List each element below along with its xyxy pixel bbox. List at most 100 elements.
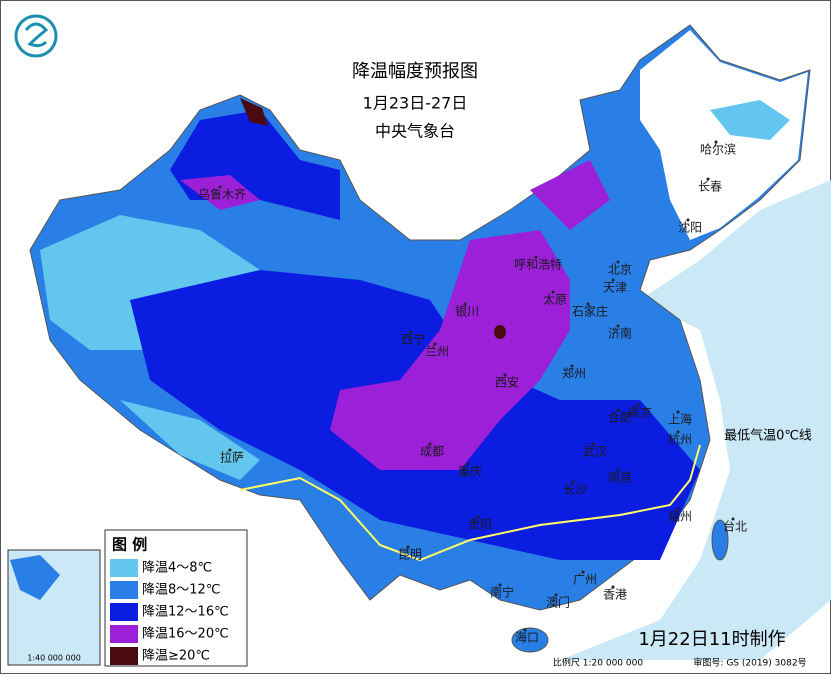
city-label: 长沙 [563,483,587,497]
city-dot [571,480,575,484]
city-dot [523,628,527,632]
island [711,519,729,561]
city-dot [551,290,555,294]
city-dot [676,430,680,434]
city-label: 杭州 [668,432,692,447]
city-dot [503,373,507,377]
city-label: 广州 [573,573,597,587]
city-label: 石家庄 [572,304,608,319]
legend-swatch [110,647,138,665]
made: 1月22日11时制作 [638,629,785,650]
city-dot [228,448,232,452]
city-label: 呼和浩特 [514,257,562,272]
issuer: 中央气象台 [375,122,455,141]
city-label: 上海 [668,412,692,427]
city-label: 拉萨 [220,450,244,465]
title: 降温幅度预报图 [352,61,478,82]
city-label: 北京 [608,263,632,277]
city-dot [706,177,710,181]
city-dot [676,410,680,414]
legend-label: 降温12～16℃ [142,605,229,620]
city-dot [611,278,615,282]
city-dot [611,585,615,589]
city-label: 昆明 [398,548,422,562]
legend-label: 降温16～20℃ [142,627,229,642]
annotation: 最低气温0℃线 [724,428,812,444]
city-dot [586,302,590,306]
sea [560,180,831,660]
region-purple [180,175,260,210]
city-label: 南宁 [490,585,514,600]
city-dot [476,515,480,519]
city-label: 乌鲁木齐 [198,187,246,202]
city-label: 银川 [455,305,479,319]
date: 1月23日-27日 [363,94,468,113]
legend-swatch [110,581,138,599]
city-dot [636,403,640,407]
inset-land [10,555,60,600]
city-label: 太原 [543,292,567,307]
city-dot [498,583,502,587]
region-none [640,30,808,240]
city-dot [534,255,538,259]
city-dot [676,507,680,511]
city-dot [616,324,620,328]
inset-scale: 1:40 000 000 [27,654,81,663]
city-label: 武汉 [583,445,607,459]
region-purple [530,160,610,230]
scale: 比例尺 1:20 000 000 [553,657,643,669]
city-label: 合肥 [608,410,632,425]
city-label: 郑州 [562,366,586,381]
city-dot [463,302,467,306]
logo-mark [24,22,49,48]
city-label: 香港 [603,588,627,602]
city-dot [466,462,470,466]
region-light [710,100,790,140]
city-dot [218,185,222,189]
city-dot [581,570,585,574]
city-label: 成都 [420,445,444,459]
region-light [120,400,260,480]
city-label: 南昌 [608,470,632,485]
city-label: 南京 [628,405,652,420]
legend-items: 降温4～8℃ 降温8～12℃ 降温12～16℃ 降温16～20℃ 降温≥20℃ [110,559,229,665]
zero-line [239,444,701,562]
city-dot [433,342,437,346]
legend-label: 降温8～12℃ [142,583,220,598]
logo [14,14,58,58]
island [511,627,549,653]
legend-swatch [110,625,138,643]
region-max [494,325,506,339]
city-dot [406,545,410,549]
city-label: 沈阳 [678,220,702,235]
city-label: 西安 [495,375,519,390]
city-dot [686,218,690,222]
city-label: 海口 [515,630,539,645]
city-dot [428,442,432,446]
legend-label: 降温≥20℃ [142,649,210,664]
legend-swatch [110,559,138,577]
city-dot [409,330,413,334]
legend-title: 图 例 [112,536,147,554]
legend-label: 降温4～8℃ [142,561,212,576]
city-dot [554,593,558,597]
city-dot [731,517,735,521]
city-label: 台北 [723,519,747,534]
city-label: 西宁 [401,332,425,347]
city-label: 福州 [668,509,692,524]
city-label: 澳门 [546,595,570,610]
city-label: 济南 [608,326,632,341]
city-label: 兰州 [425,345,449,359]
city-dot [616,260,620,264]
city-dot [714,140,718,144]
region-purple [330,230,570,470]
city-dot [616,408,620,412]
city-label: 长春 [698,180,722,194]
city-label: 天津 [603,281,627,295]
city-dot [616,468,620,472]
city-label: 重庆 [458,465,482,479]
legend-swatch [110,603,138,621]
city-dot [591,442,595,446]
